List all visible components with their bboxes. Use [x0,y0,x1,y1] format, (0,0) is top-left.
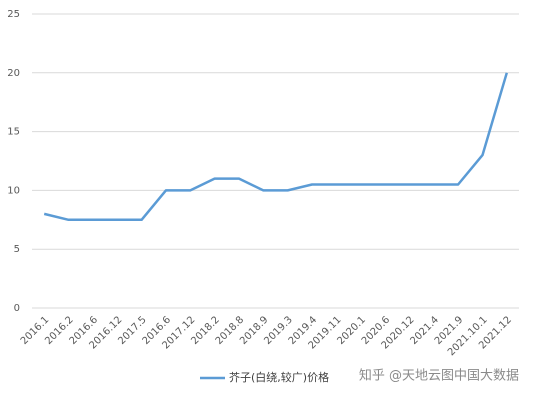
y-tick-label: 0 [14,303,20,314]
y-tick-label: 25 [7,9,20,20]
y-tick-label: 20 [7,68,20,79]
watermark: 知乎 @天地云图中国大数据 [359,368,519,384]
y-tick-label: 10 [7,185,20,196]
y-tick-label: 15 [7,127,20,138]
data-line [43,72,508,222]
y-tick-label: 5 [14,244,20,255]
legend-label: 芥子(白绕,较广)价格 [229,370,329,384]
